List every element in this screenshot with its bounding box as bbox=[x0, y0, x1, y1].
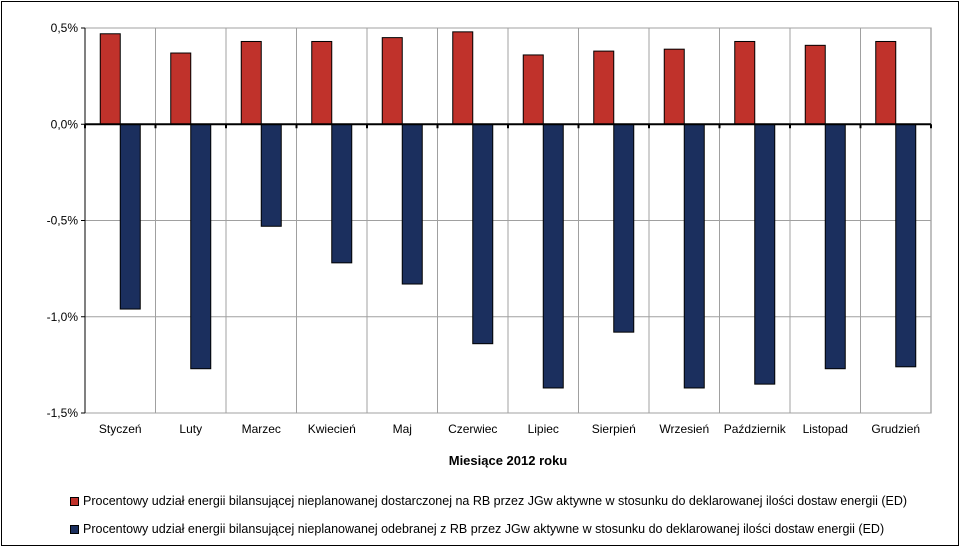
bar-delivered bbox=[663, 48, 685, 125]
bar-delivered bbox=[522, 54, 544, 125]
y-tick-label: 0,5% bbox=[51, 21, 79, 35]
x-tick-label: Sierpień bbox=[592, 422, 636, 436]
bar-delivered bbox=[99, 33, 121, 125]
bar-received bbox=[754, 123, 776, 385]
x-tick-label: Luty bbox=[179, 422, 202, 436]
x-tick-label: Styczeń bbox=[99, 422, 142, 436]
bar-received bbox=[613, 123, 635, 333]
bar-delivered bbox=[452, 31, 474, 125]
y-tick-label: -1,5% bbox=[47, 406, 79, 420]
bar-received bbox=[824, 123, 846, 370]
x-tick-label: Lipiec bbox=[528, 422, 559, 436]
x-tick-label: Marzec bbox=[242, 422, 281, 436]
x-tick-label: Grudzień bbox=[871, 422, 920, 436]
legend-label-received: Procentowy udział energii bilansującej n… bbox=[83, 522, 885, 536]
y-tick-label: 0,0% bbox=[51, 117, 79, 131]
legend-item-received: Procentowy udział energii bilansującej n… bbox=[70, 520, 950, 538]
x-axis-title: Miesiące 2012 roku bbox=[449, 453, 568, 468]
x-tick-label: Październik bbox=[724, 422, 787, 436]
x-tick-label: Kwiecień bbox=[308, 422, 356, 436]
x-tick-label: Maj bbox=[393, 422, 412, 436]
grid-layer bbox=[84, 27, 932, 414]
axis-layer: 0,5% 0,0% -0,5% -1,0% -1,5% Styczeń Luty Marzec… bbox=[47, 21, 932, 436]
x-tick-label: Listopad bbox=[803, 422, 848, 436]
bar-received bbox=[260, 123, 282, 227]
x-tick-label: Czerwiec bbox=[448, 422, 497, 436]
legend-swatch-received bbox=[70, 524, 79, 534]
bar-received bbox=[683, 123, 705, 389]
bar-delivered bbox=[240, 40, 262, 125]
bar-received bbox=[401, 123, 423, 285]
y-tick-label: -1,0% bbox=[47, 310, 79, 324]
bar-delivered bbox=[593, 50, 615, 125]
bar-received bbox=[331, 123, 353, 264]
y-tick-label: -0,5% bbox=[47, 214, 79, 228]
bar-delivered bbox=[311, 40, 333, 125]
bar-delivered bbox=[381, 37, 403, 125]
bar-delivered bbox=[170, 52, 192, 125]
x-tick-label: Wrzesień bbox=[659, 422, 709, 436]
bar-delivered bbox=[804, 44, 826, 125]
bar-received bbox=[895, 123, 917, 368]
bar-received bbox=[472, 123, 494, 345]
legend-swatch-delivered bbox=[70, 496, 79, 506]
bar-delivered bbox=[734, 40, 756, 125]
legend-item-delivered: Procentowy udział energii bilansującej n… bbox=[70, 492, 950, 510]
bars-layer bbox=[99, 31, 917, 389]
legend-label-delivered: Procentowy udział energii bilansującej n… bbox=[83, 494, 908, 508]
bar-received bbox=[542, 123, 564, 389]
bar-received bbox=[119, 123, 141, 310]
bar-delivered bbox=[875, 40, 897, 125]
bar-received bbox=[190, 123, 212, 370]
